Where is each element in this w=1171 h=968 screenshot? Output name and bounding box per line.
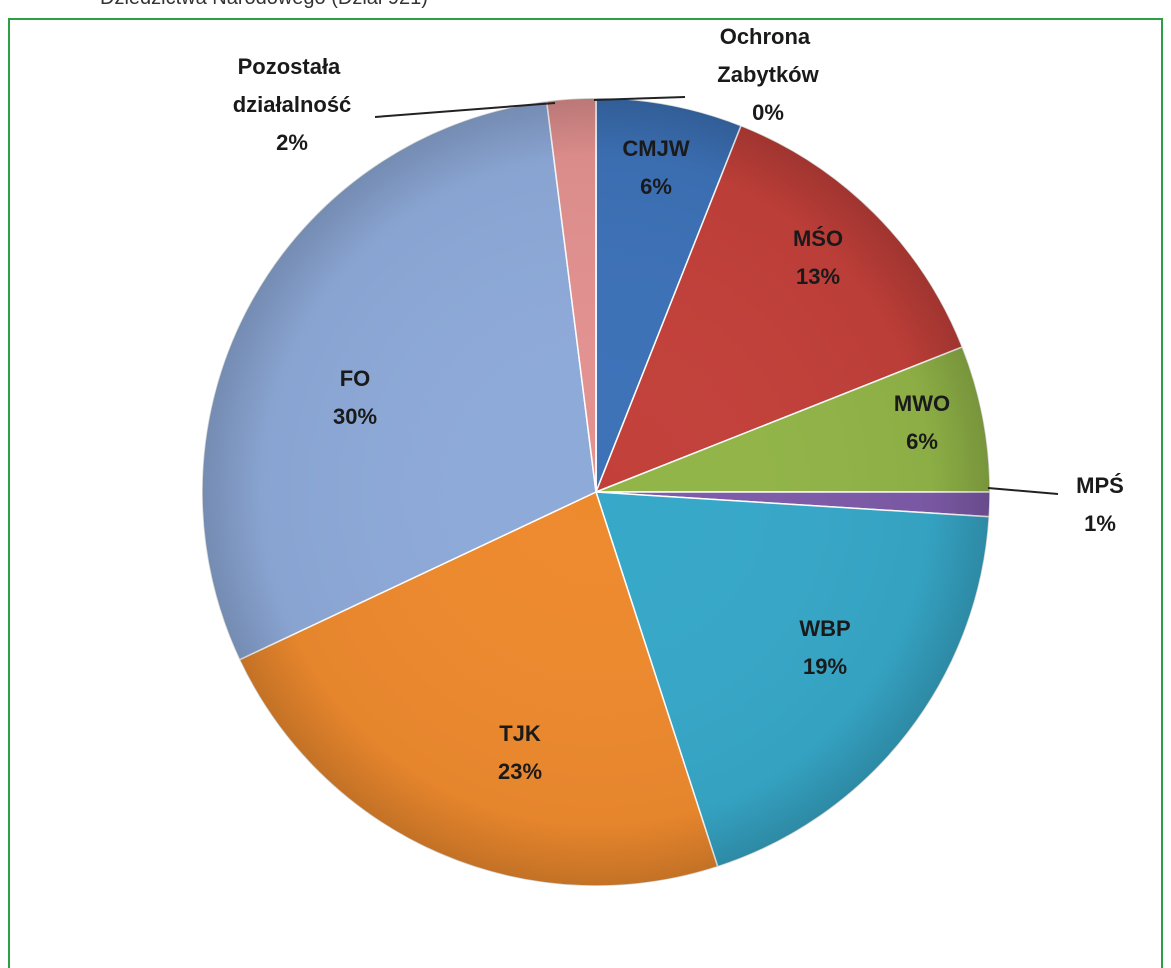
category-label: TJK [499, 721, 541, 746]
category-label: Pozostała działalność [233, 54, 352, 117]
value-label: 1% [1084, 511, 1116, 536]
value-label: 2% [276, 130, 308, 155]
category-label: CMJW [622, 136, 689, 161]
leader-line [593, 96, 686, 101]
category-label: MPŚ [1076, 473, 1124, 498]
frame [8, 18, 1163, 968]
value-label: 6% [906, 429, 938, 454]
value-label: 13% [796, 264, 840, 289]
leader-line [374, 102, 556, 118]
category-label: Ochrona Zabytków [717, 24, 819, 87]
category-label: MWO [894, 391, 950, 416]
category-label: MŚO [793, 226, 843, 251]
value-label: 19% [803, 654, 847, 679]
category-label: WBP [799, 616, 850, 641]
value-label: 0% [752, 100, 784, 125]
category-label: FO [340, 366, 371, 391]
value-label: 30% [333, 404, 377, 429]
caption: Dziedzictwa Narodowego (Dział 921) [100, 0, 428, 9]
leader-line [987, 487, 1059, 495]
value-label: 6% [640, 174, 672, 199]
value-label: 23% [498, 759, 542, 784]
